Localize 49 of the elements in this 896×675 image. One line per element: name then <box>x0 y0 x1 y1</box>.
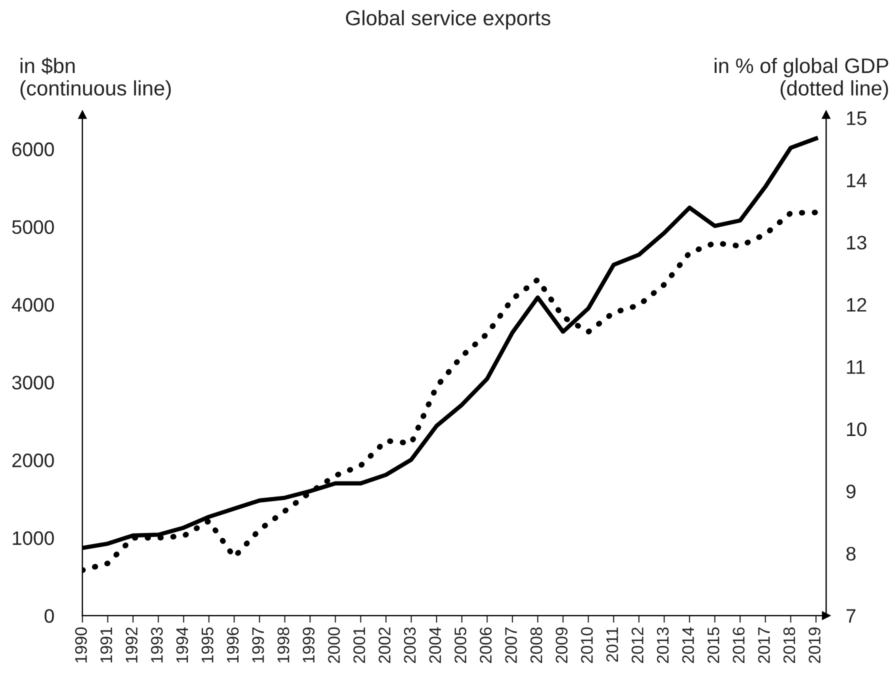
y-axis-title: in $bn (continuous line) <box>20 58 171 100</box>
x-tick-label: 2019 <box>808 627 820 663</box>
x-tick-label: 1993 <box>150 627 163 663</box>
x-tick-label: 1992 <box>126 628 138 663</box>
y2-axis-title: in % of global GDP (dotted line) <box>714 58 888 100</box>
x-tick-label: 2018 <box>783 627 796 663</box>
x-tick-label: 1997 <box>252 628 264 663</box>
x-tick-label: 2010 <box>581 627 593 663</box>
x-tick-label: 2011 <box>606 628 618 662</box>
x-tick-label: 1991 <box>100 628 112 663</box>
x-tick-label: 2006 <box>480 627 492 663</box>
x-tick-label: 1998 <box>277 627 290 663</box>
x-tick-label: 2013 <box>656 627 669 663</box>
x-tick-label: 2017 <box>758 628 770 663</box>
y-tick-label: 2000 <box>12 454 54 468</box>
y2-tick-label: 15 <box>847 112 866 126</box>
y-tick-label: 4000 <box>12 298 54 312</box>
y-tick-label: 3000 <box>12 376 54 390</box>
x-tick-label: 2005 <box>454 627 466 663</box>
y-tick-label: 1000 <box>12 531 54 546</box>
y2-tick-label: 11 <box>847 360 865 374</box>
y2-tick-label: 12 <box>847 298 866 312</box>
x-tick-label: 2007 <box>505 628 517 663</box>
x-tick-label: 2014 <box>682 627 694 663</box>
y2-tick-label: 9 <box>846 484 856 498</box>
x-tick-label: 2001 <box>353 628 366 663</box>
y2-tick-label: 7 <box>846 609 856 623</box>
x-tick-label: 1999 <box>302 627 315 663</box>
chart-title: Global service exports <box>346 10 550 30</box>
y2-tick-label: 14 <box>847 174 867 188</box>
x-tick-label: 2015 <box>707 627 720 663</box>
y2-tick-label: 8 <box>846 546 856 561</box>
x-tick-label: 2012 <box>632 628 644 663</box>
x-tick-label: 1990 <box>75 627 87 663</box>
x-tick-label: 1995 <box>202 627 214 663</box>
x-tick-label: 2008 <box>530 627 542 663</box>
x-tick-label: 2004 <box>429 627 442 663</box>
y2-tick-label: 10 <box>847 422 866 436</box>
x-tick-label: 2000 <box>328 627 340 663</box>
y-tick-label: 5000 <box>12 220 54 234</box>
x-tick-label: 1996 <box>226 627 239 663</box>
x-tick-label: 2002 <box>378 628 390 663</box>
x-tick-label: 2009 <box>556 627 568 663</box>
x-tick-label: 2016 <box>732 627 745 663</box>
x-tick-label: 1994 <box>176 627 188 663</box>
y-tick-label: 0 <box>44 609 54 623</box>
y-tick-label: 6000 <box>12 142 54 156</box>
y2-tick-label: 13 <box>847 236 866 250</box>
x-tick-label: 2003 <box>404 627 416 663</box>
